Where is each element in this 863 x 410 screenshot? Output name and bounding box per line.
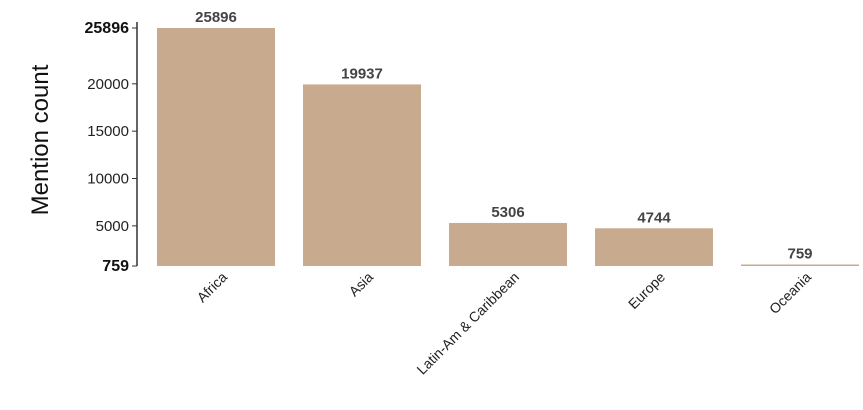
- y-tick-label: 759: [102, 258, 129, 275]
- y-tick-label: 10000: [87, 171, 129, 188]
- y-tick-label: 25896: [85, 20, 130, 37]
- x-tick-label: Africa: [193, 269, 230, 306]
- data-label: 759: [787, 246, 812, 263]
- y-axis: 759 5000 10000 15000 20000 25896: [85, 20, 138, 275]
- bar: [157, 28, 275, 266]
- x-tick-label: Europe: [625, 269, 668, 312]
- data-labels: 25896 19937 5306 4744 759: [195, 9, 812, 263]
- bar: [449, 222, 567, 266]
- x-axis-tick-labels: Africa Asia Latin-Am & Caribbean Europe Ocea…: [193, 269, 814, 378]
- x-tick-label: Asia: [346, 269, 377, 300]
- data-label: 5306: [491, 204, 524, 221]
- bar: [595, 228, 713, 266]
- bar: [741, 264, 859, 266]
- bars: [157, 28, 859, 266]
- bar: [303, 84, 421, 266]
- y-tick-label: 5000: [96, 218, 129, 235]
- data-label: 19937: [341, 65, 383, 82]
- x-tick-label: Oceania: [766, 269, 814, 317]
- y-tick-label: 15000: [87, 123, 129, 140]
- data-label: 4744: [637, 209, 671, 226]
- x-tick-label: Latin-Am & Caribbean: [413, 269, 522, 378]
- y-axis-label: Mention count: [27, 64, 54, 215]
- y-tick-label: 20000: [87, 76, 129, 93]
- data-label: 25896: [195, 9, 237, 26]
